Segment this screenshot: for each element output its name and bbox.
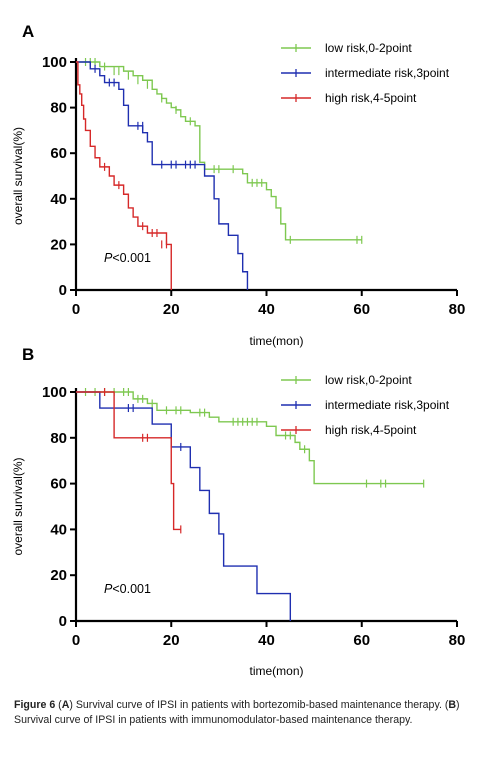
- y-tick-label: 40: [50, 521, 67, 538]
- y-tick-label: 80: [50, 430, 67, 447]
- series-1: intermediate risk,3point: [76, 61, 450, 290]
- y-axis-title: overall survival(%): [11, 457, 25, 555]
- legend-label: low risk,0-2point: [325, 373, 412, 387]
- survival-curve: [76, 61, 249, 290]
- survival-curve: [76, 61, 362, 241]
- panel-letter: B: [22, 345, 34, 364]
- x-tick-label: 20: [163, 632, 180, 649]
- p-value-label: P<0.001: [104, 251, 151, 265]
- x-tick-label: 60: [353, 632, 370, 649]
- x-tick-label: 0: [72, 632, 80, 649]
- chart-panel-A: A 0 20 40 60 80 0 20 40 60 80 100 time(mon) overall s…: [11, 22, 465, 348]
- p-value-symbol: P: [104, 582, 113, 596]
- survival-curve: [76, 391, 292, 621]
- legend-label: low risk,0-2point: [325, 41, 412, 55]
- x-axis-title: time(mon): [249, 664, 303, 678]
- caption-part-3: B: [448, 699, 457, 711]
- legend-label: intermediate risk,3point: [325, 398, 450, 412]
- y-axis-title: overall survival(%): [11, 127, 25, 225]
- x-axis-title: time(mon): [249, 334, 303, 348]
- p-value-text: <0.001: [112, 582, 151, 596]
- survival-curve: [76, 391, 181, 531]
- legend-label: high risk,4-5point: [325, 91, 417, 105]
- p-value-symbol: P: [104, 251, 113, 265]
- y-tick-label: 60: [50, 145, 67, 162]
- chart-panel-B: B 0 20 40 60 80 0 20 40 60 80 100 time(mon) overall s…: [11, 345, 465, 678]
- series-1: intermediate risk,3point: [76, 391, 450, 621]
- y-tick-label: 40: [50, 191, 67, 208]
- survival-curve: [76, 61, 172, 290]
- x-tick-label: 40: [258, 632, 275, 649]
- panel-letter: A: [22, 22, 34, 41]
- series-0: low risk,0-2point: [76, 41, 412, 244]
- p-value-label: P<0.001: [104, 582, 151, 596]
- figure-canvas: A 0 20 40 60 80 0 20 40 60 80 100 time(mon) overall s…: [11, 22, 465, 678]
- x-tick-label: 60: [353, 301, 370, 318]
- y-tick-label: 100: [42, 54, 67, 71]
- x-tick-label: 20: [163, 301, 180, 318]
- y-tick-label: 20: [50, 236, 67, 253]
- y-tick-label: 20: [50, 567, 67, 584]
- caption-part-0: (: [55, 699, 62, 711]
- y-tick-label: 0: [59, 282, 67, 299]
- caption-part-2: ) Survival curve of IPSI in patients wit…: [69, 699, 449, 711]
- caption-label: Figure 6: [14, 699, 56, 711]
- x-tick-label: 0: [72, 301, 80, 318]
- caption-part-1: A: [61, 699, 70, 711]
- legend-label: intermediate risk,3point: [325, 66, 450, 80]
- x-tick-label: 80: [449, 301, 466, 318]
- y-tick-label: 80: [50, 100, 67, 117]
- caption-part-4: ) Survival curve of IPSI in patients wit…: [14, 699, 460, 726]
- figure-caption: Figure 6 (A) Survival curve of IPSI in p…: [14, 698, 476, 728]
- x-tick-label: 80: [449, 632, 466, 649]
- x-tick-label: 40: [258, 301, 275, 318]
- y-tick-label: 0: [59, 613, 67, 630]
- p-value-text: <0.001: [112, 251, 151, 265]
- series-2: high risk,4-5point: [76, 388, 417, 534]
- y-tick-label: 100: [42, 384, 67, 401]
- series-2: high risk,4-5point: [76, 61, 417, 290]
- legend-label: high risk,4-5point: [325, 423, 417, 437]
- y-tick-label: 60: [50, 476, 67, 493]
